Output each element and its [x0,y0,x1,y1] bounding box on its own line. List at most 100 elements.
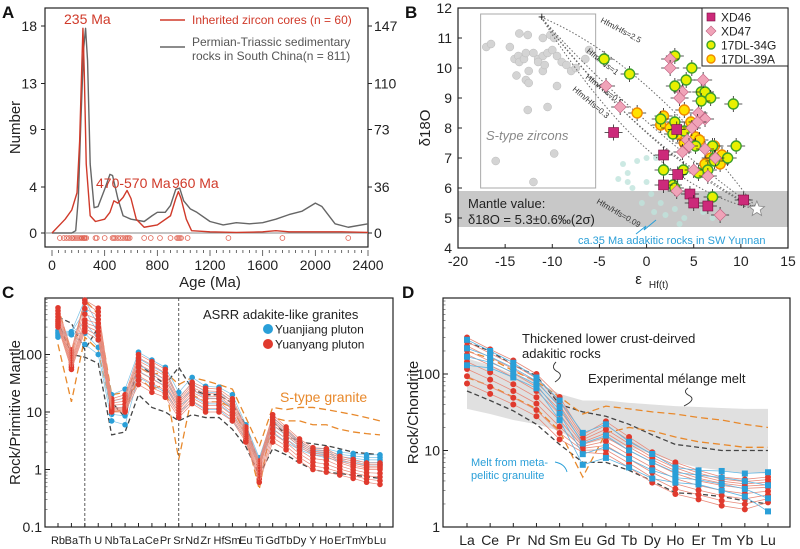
s-type-granite-label: S-type granite [280,389,367,405]
x-tick-label: -15 [495,253,515,269]
s-type-zircon-point [523,30,533,40]
adakitic-rock-point [653,155,659,161]
yuanyang-pluton-point [323,465,330,471]
x-tick-label: Sr [173,535,184,547]
yuanjiang-pluton-point [765,508,771,515]
y-tick-label: 8 [444,120,452,136]
yuanjiang-pluton-point [510,359,517,366]
x-tick-label: Yb [736,532,753,548]
y2-tick-label: 110 [374,76,397,92]
yuanyang-pluton-point [256,479,263,486]
yuanyang-pluton-point [323,457,330,464]
data-point-xd47 [613,100,627,114]
yuanyang-pluton-point [243,439,249,445]
data-point-17dl-34g [695,95,707,107]
s-type-zircon-point [584,45,594,55]
yuanjiang-pluton-point [556,397,563,404]
data-point-17dl-34g [623,68,636,80]
x-tick-label: Ti [255,535,264,547]
yuanjiang-pluton-point [533,381,540,388]
envelope-line [466,376,768,479]
legend-label-inherited: Inherited zircon cores (n = 60) [192,13,352,27]
x-tick-label: 0 [48,257,56,273]
s-type-zircon-point [491,156,500,166]
adakitic-rock-point [651,209,658,215]
yuanyang-pluton-line [466,337,769,480]
y-tick-label: 10 [26,404,42,420]
yuanyang-pluton-point [149,371,155,378]
yuanjiang-pluton-point [602,421,609,428]
data-point-xd47 [708,151,722,165]
x-tick-label: Er [692,532,706,548]
s-type-zircon-field [480,13,597,189]
yuanyang-pluton-point [216,409,222,415]
x-tick-label: Tm [345,535,361,547]
panel-label: A [2,3,14,22]
x-tick-label: U [94,535,102,547]
mixing-curve [540,16,758,210]
yuanyang-pluton-point [350,475,356,482]
mixing-curve [540,16,758,210]
data-point-17dl-34g [669,80,681,92]
data-point-17dl-34g [727,98,740,110]
yuanjiang-pluton-line [466,347,769,486]
yuanjiang-pluton-point [741,485,748,492]
annotation-470-570ma: 470-570 Ma [96,175,171,191]
x-tick-label: Nb [105,535,119,547]
yuanyang-pluton-line [466,345,769,485]
data-point-17dl-34g [730,140,742,152]
annotation-235ma: 235 Ma [64,11,111,27]
adakitic-rock-point [709,215,716,221]
yuanyang-pluton-point [672,485,679,492]
yuanyang-pluton-point [510,401,517,408]
yuanyang-pluton-point [510,394,517,401]
annotation-leader [553,361,561,383]
mantle-value-label: Mantle value: [468,196,545,211]
yuanjiang-pluton-point [108,418,115,424]
yuanjiang-pluton-point [82,341,88,348]
y-axis-label: Rock/Primitive Mantle [7,340,24,485]
x-tick-label: 2400 [352,257,383,273]
sample-marker [279,235,286,241]
sample-marker [61,235,67,241]
yuanyang-pluton-point [149,385,155,391]
yuanyang-pluton-point [377,481,383,488]
yuanjiang-pluton-point [122,413,128,419]
legend-marker-yuanjiang-pluton [263,324,273,334]
yuanjiang-pluton-point [626,464,633,471]
x-tick-label: Ho [319,535,333,547]
sample-marker [93,235,100,241]
s-type-zircon-point [523,105,533,115]
y-tick-label: 1 [34,462,42,478]
y-tick-label: 5 [444,210,452,226]
yuanyang-pluton-point [533,413,540,420]
annotation-leader [683,387,693,407]
yuanyang-pluton-point [487,376,494,383]
yuanjiang-pluton-point [649,459,656,466]
x-tick-label: Gd [265,535,280,547]
x-tick-label: Lu [374,535,386,547]
yuanyang-pluton-point [741,501,748,508]
s-type-zircon-point [549,149,559,158]
sample-marker [225,235,232,241]
yuanyang-pluton-point [82,328,88,335]
x-tick-label: Dy [644,532,661,548]
yuanjiang-pluton-line [466,339,769,474]
yuanyang-pluton-point [122,409,128,415]
x-tick-label: Ho [666,532,684,548]
adakitic-rock-point [624,179,631,185]
yuanyang-pluton-point [135,381,142,388]
y-tick-label: 10 [424,443,440,459]
yuanyang-pluton-point [95,328,102,335]
s-type-zircon-point [529,177,538,187]
y-tick-label: 6 [444,180,452,196]
legend-label-xd47: XD47 [721,25,751,39]
y-tick-label: 7 [444,150,452,166]
yuanjiang-pluton-point [464,353,470,360]
yuanyang-pluton-point [82,299,88,306]
yuanjiang-pluton-point [718,467,725,474]
x-tick-label: 0 [643,253,651,269]
yuanjiang-pluton-line [466,356,769,499]
x-tick-label: Rb [51,535,65,547]
x-tick-label: Pr [506,532,520,548]
